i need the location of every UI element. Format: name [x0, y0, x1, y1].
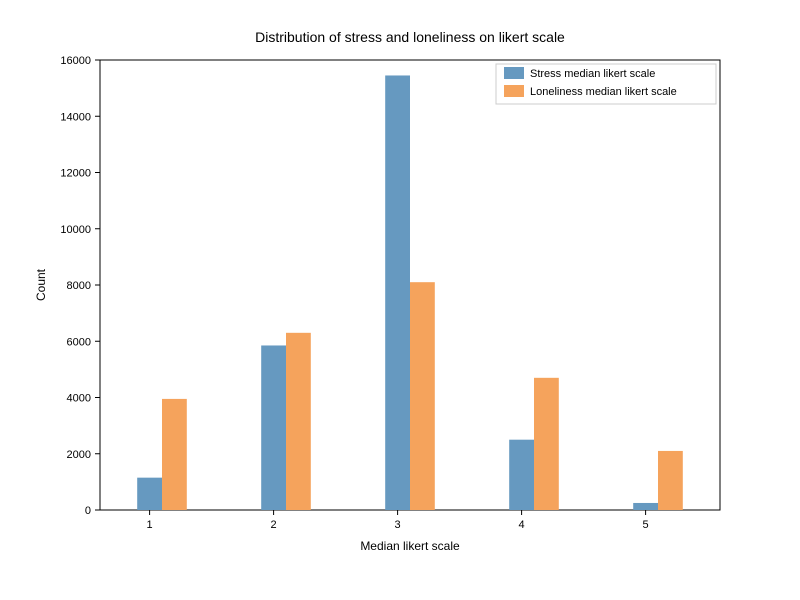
- y-tick-label: 8000: [67, 280, 91, 292]
- y-tick-label: 12000: [60, 168, 91, 180]
- x-axis-label: Median likert scale: [360, 539, 460, 553]
- y-tick-label: 2000: [67, 449, 91, 461]
- bar: [286, 333, 311, 510]
- y-tick-label: 16000: [60, 55, 91, 67]
- y-tick-label: 6000: [67, 336, 91, 348]
- legend-swatch: [504, 85, 524, 97]
- bar: [658, 451, 683, 510]
- bar: [410, 282, 435, 510]
- y-axis-label: Count: [34, 268, 48, 301]
- bar: [509, 440, 534, 510]
- x-tick-label: 4: [519, 519, 525, 531]
- bar: [633, 503, 658, 510]
- chart-container: 0 2000 4000 6000 8000 10000 12000 14000 16000 1 2 3…: [0, 0, 800, 600]
- y-tick-label: 14000: [60, 111, 91, 123]
- y-tick-label: 10000: [60, 224, 91, 236]
- y-tick-label: 4000: [67, 393, 91, 405]
- x-tick-label: 3: [395, 519, 401, 531]
- x-tick-label: 5: [643, 519, 649, 531]
- x-tick-label: 1: [147, 519, 153, 531]
- legend-label: Stress median likert scale: [530, 68, 655, 80]
- bar: [137, 478, 162, 510]
- legend-label: Loneliness median likert scale: [530, 86, 677, 98]
- x-tick-label: 2: [271, 519, 277, 531]
- bar: [162, 399, 187, 510]
- bar: [385, 75, 410, 510]
- bar: [534, 378, 559, 510]
- bar: [261, 345, 286, 510]
- legend-swatch: [504, 67, 524, 79]
- chart-title: Distribution of stress and loneliness on…: [255, 29, 565, 45]
- y-tick-label: 0: [85, 505, 91, 517]
- chart-svg: 0 2000 4000 6000 8000 10000 12000 14000 16000 1 2 3…: [0, 0, 800, 600]
